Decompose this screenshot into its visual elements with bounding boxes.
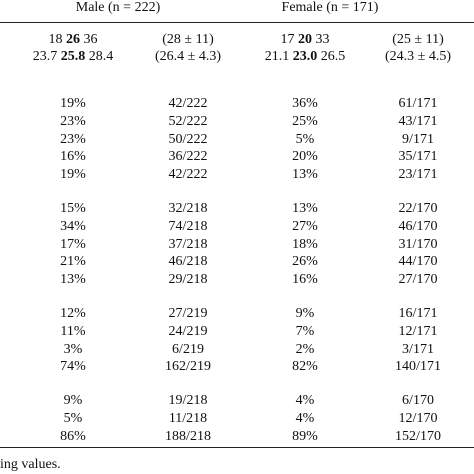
count-cell: 12/171	[398, 323, 438, 339]
percent-cell: 23%	[60, 113, 86, 129]
count-cell: 3/171	[402, 341, 434, 357]
count-cell: 23/171	[398, 167, 438, 183]
percent-cell: 15%	[60, 201, 86, 216]
count-cell: 50/222	[168, 131, 208, 147]
column-header: Female (n = 171)	[281, 0, 379, 15]
footnote: ing values.	[0, 457, 61, 472]
range-value: 28.4	[88, 49, 114, 64]
count-cell: 36/222	[168, 149, 208, 165]
range-value: 23.7	[32, 49, 58, 64]
median-value: 23.0	[292, 49, 318, 64]
percent-cell: 13%	[292, 201, 318, 216]
count-cell: 44/170	[398, 254, 438, 270]
percent-cell: 5%	[295, 131, 315, 147]
percent-cell: 82%	[292, 359, 318, 375]
range-value: 26.5	[320, 49, 346, 64]
summary-cell: 23.7 25.8 28.4	[33, 49, 114, 65]
percent-cell: 7%	[295, 323, 315, 339]
percent-cell: 26%	[292, 254, 318, 270]
count-cell: 152/170	[395, 428, 441, 444]
percent-cell: 16%	[292, 272, 318, 288]
percent-cell: 12%	[60, 306, 86, 321]
count-cell: 12/170	[398, 411, 438, 426]
median-value: 25.8	[60, 49, 86, 64]
count-cell: 43/171	[398, 113, 438, 129]
percent-cell: 4%	[295, 393, 315, 409]
percent-cell: 16%	[60, 149, 86, 165]
count-cell: 9/171	[402, 131, 434, 147]
count-cell: 140/171	[395, 359, 441, 375]
median-value: 26	[66, 32, 80, 47]
count-cell: 35/171	[398, 149, 438, 165]
summary-cell: 21.1 23.0 26.5	[265, 49, 346, 65]
percent-cell: 25%	[292, 113, 318, 129]
range-value: 36	[83, 32, 98, 47]
percent-cell: 74%	[60, 359, 86, 375]
percent-cell: 9%	[295, 306, 315, 321]
percent-cell: 23%	[60, 131, 86, 147]
count-cell: 6/170	[402, 393, 434, 409]
percent-cell: 9%	[63, 393, 83, 409]
count-cell: 162/219	[165, 359, 211, 375]
percent-cell: 3%	[63, 341, 83, 357]
percent-cell: 20%	[292, 149, 318, 165]
summary-cell: (24.3 ± 4.5)	[384, 49, 452, 64]
count-cell: 29/218	[168, 272, 208, 288]
range-value: 17	[280, 32, 295, 47]
count-cell: 37/218	[168, 236, 208, 252]
percent-cell: 13%	[292, 167, 318, 183]
count-cell: 46/218	[168, 254, 208, 270]
summary-cell: (28 ± 11)	[162, 32, 214, 47]
percent-cell: 34%	[60, 218, 86, 234]
count-cell: 61/171	[398, 96, 438, 111]
count-cell: 24/219	[168, 323, 208, 339]
count-cell: 11/218	[168, 411, 208, 426]
percent-cell: 4%	[295, 411, 315, 426]
percent-cell: 36%	[292, 96, 318, 111]
range-value: 18	[48, 32, 63, 47]
count-cell: 27/170	[398, 272, 438, 288]
count-cell: 74/218	[168, 218, 208, 234]
percent-cell: 17%	[60, 236, 86, 252]
summary-cell: 18 26 36	[49, 32, 98, 48]
percent-cell: 19%	[60, 167, 86, 183]
count-cell: 31/170	[398, 236, 438, 252]
count-cell: 42/222	[168, 167, 208, 183]
bottom-rule	[0, 447, 474, 448]
percent-cell: 2%	[295, 341, 315, 357]
count-cell: 27/219	[168, 306, 208, 321]
count-cell: 22/170	[398, 201, 438, 216]
percent-cell: 89%	[292, 428, 318, 444]
median-value: 20	[298, 32, 312, 47]
count-cell: 19/218	[168, 393, 208, 409]
column-header: Male (n = 222)	[75, 0, 161, 15]
range-value: 21.1	[264, 49, 290, 64]
count-cell: 16/171	[398, 306, 438, 321]
percent-cell: 5%	[63, 411, 83, 426]
percent-cell: 13%	[60, 272, 86, 288]
range-value: 33	[315, 32, 330, 47]
count-cell: 42/222	[168, 96, 208, 111]
count-cell: 32/218	[168, 201, 208, 216]
percent-cell: 19%	[60, 96, 86, 111]
percent-cell: 86%	[60, 428, 86, 444]
summary-cell: 17 20 33	[281, 32, 330, 48]
percent-cell: 27%	[292, 218, 318, 234]
percent-cell: 18%	[292, 236, 318, 252]
count-cell: 52/222	[168, 113, 208, 129]
header-rule	[0, 22, 474, 23]
count-cell: 6/219	[172, 341, 204, 357]
percent-cell: 21%	[60, 254, 86, 270]
summary-cell: (26.4 ± 4.3)	[154, 49, 222, 64]
summary-cell: (25 ± 11)	[392, 32, 444, 47]
count-cell: 188/218	[165, 428, 211, 444]
percent-cell: 11%	[60, 323, 86, 339]
count-cell: 46/170	[398, 218, 438, 234]
